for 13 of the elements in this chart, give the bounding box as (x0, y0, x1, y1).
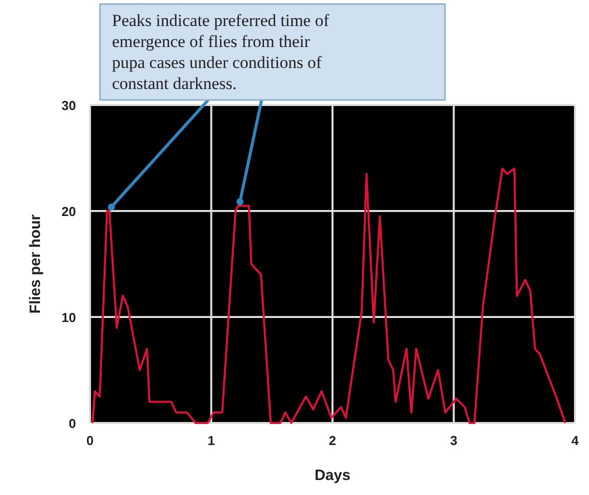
y-tick-label: 20 (62, 204, 76, 219)
line-series (91, 168, 566, 424)
x-tick-label: 1 (208, 433, 215, 448)
y-tick-label: 30 (62, 98, 76, 113)
x-tick-label: 4 (571, 433, 580, 448)
x-axis-title: Days (314, 467, 350, 484)
y-axis-title: Flies per hour (27, 214, 44, 314)
x-tick-label: 2 (328, 433, 336, 448)
y-tick-label: 10 (62, 310, 76, 325)
y-tick-label: 0 (68, 416, 76, 431)
annotation: Peaks indicate preferred time of emergence of flies from their pupa cases under conditions of constant darkness. (112, 11, 330, 93)
x-tick-label: 0 (86, 433, 94, 448)
x-tick-label: 3 (450, 433, 458, 448)
